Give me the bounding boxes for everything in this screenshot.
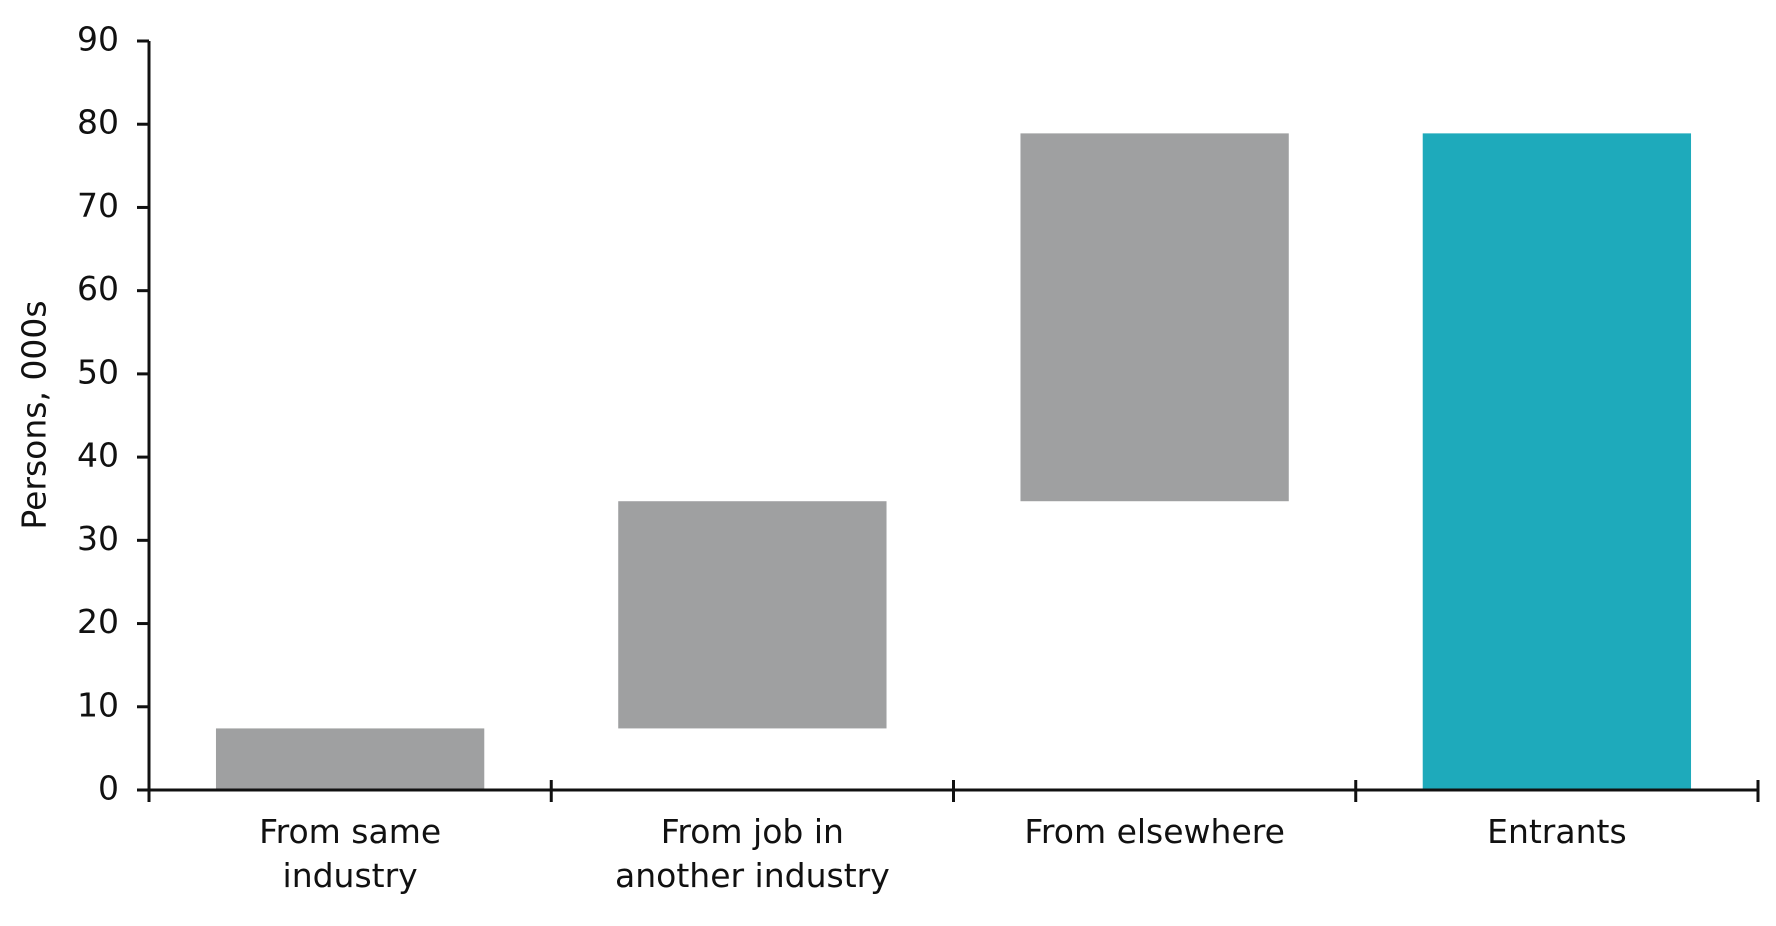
x-tick-label: From job in another industry [615, 812, 890, 895]
bar [215, 728, 485, 790]
x-tick-label: From elsewhere [1024, 812, 1285, 851]
y-tick-label: 80 [77, 103, 119, 142]
y-tick-label: 70 [77, 186, 119, 225]
x-tick-label: From same industry [259, 812, 442, 895]
y-tick-label: 0 [98, 769, 119, 808]
y-tick-label: 40 [77, 436, 119, 475]
y-tick-label: 10 [77, 685, 119, 724]
y-tick-label: 50 [77, 352, 119, 391]
bar [618, 501, 887, 729]
y-axis-title: Persons, 000s [15, 300, 54, 529]
x-tick-label: Entrants [1487, 812, 1627, 851]
bar [1422, 133, 1692, 791]
y-tick-label: 60 [77, 269, 119, 308]
y-tick-label: 30 [77, 519, 119, 558]
y-tick-label: 20 [77, 602, 119, 641]
y-tick-label: 90 [77, 20, 119, 59]
bar [1020, 133, 1289, 502]
